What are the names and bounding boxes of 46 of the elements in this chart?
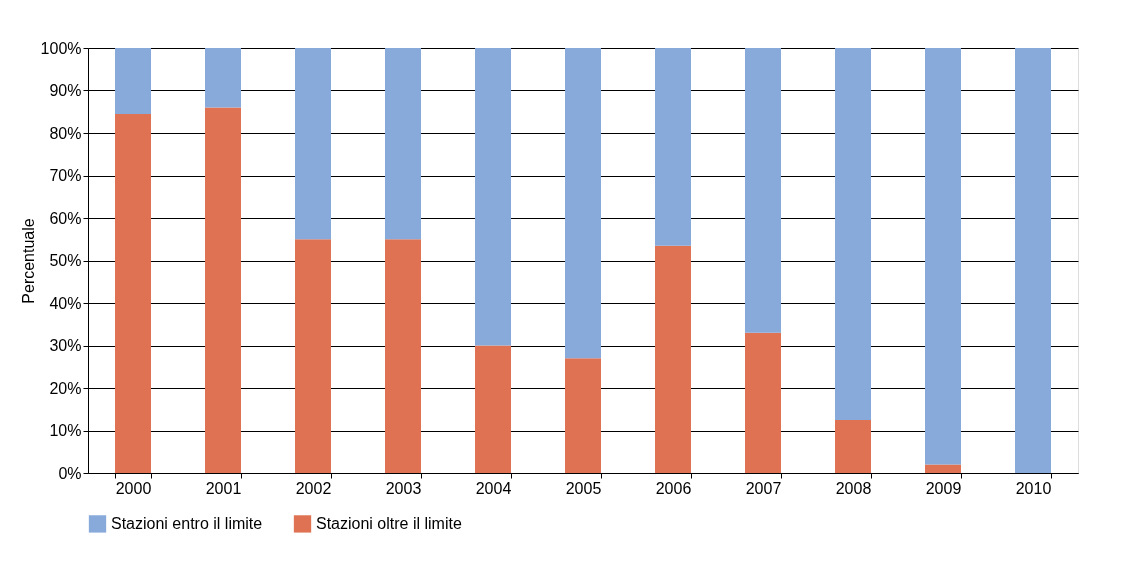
y-tick-label: 70% bbox=[49, 167, 82, 184]
bar bbox=[925, 464, 961, 473]
bar bbox=[205, 107, 241, 473]
bar bbox=[385, 239, 421, 473]
x-tick-label: 2002 bbox=[295, 479, 332, 497]
legend-label: Stazioni oltre il limite bbox=[316, 514, 462, 532]
y-tick-label: 40% bbox=[49, 294, 82, 312]
y-tick-label: 90% bbox=[49, 82, 82, 99]
bar bbox=[565, 48, 601, 359]
bar bbox=[745, 48, 781, 333]
bar bbox=[115, 48, 151, 114]
y-tick-label: 10% bbox=[49, 422, 82, 439]
y-axis-title: Percentuale bbox=[19, 218, 37, 304]
y-tick-label: 30% bbox=[49, 337, 82, 354]
x-tick-label: 2001 bbox=[205, 479, 242, 497]
x-tick-label: 2003 bbox=[385, 479, 422, 497]
bar bbox=[835, 48, 871, 420]
x-tick-label: 2008 bbox=[835, 479, 872, 497]
bar bbox=[745, 332, 781, 473]
y-tick-label: 20% bbox=[49, 379, 82, 397]
x-tick-label: 2005 bbox=[565, 479, 602, 497]
y-tick-label: 60% bbox=[49, 209, 82, 227]
bar bbox=[835, 419, 871, 473]
bar bbox=[475, 48, 511, 346]
bar bbox=[205, 48, 241, 108]
x-tick-label: 2000 bbox=[115, 479, 152, 497]
bar bbox=[385, 48, 421, 240]
y-tick-label: 100% bbox=[40, 39, 82, 57]
bar bbox=[295, 239, 331, 473]
x-tick-label: 2010 bbox=[1015, 479, 1052, 497]
y-tick-label: 50% bbox=[49, 252, 82, 269]
bar bbox=[295, 48, 331, 240]
bar bbox=[565, 358, 601, 473]
bar bbox=[115, 113, 151, 473]
legend-label: Stazioni entro il limite bbox=[111, 514, 263, 532]
x-tick-label: 2006 bbox=[655, 479, 692, 497]
y-tick-label: 80% bbox=[49, 124, 82, 142]
bar bbox=[1015, 48, 1051, 473]
x-tick-label: 2007 bbox=[745, 479, 782, 497]
x-tick-label: 2004 bbox=[475, 479, 512, 497]
bar bbox=[925, 48, 961, 465]
bar bbox=[475, 345, 511, 473]
bar bbox=[655, 48, 691, 246]
x-tick-label: 2009 bbox=[925, 479, 962, 497]
bar bbox=[655, 245, 691, 473]
y-tick-label: 0% bbox=[58, 464, 82, 482]
